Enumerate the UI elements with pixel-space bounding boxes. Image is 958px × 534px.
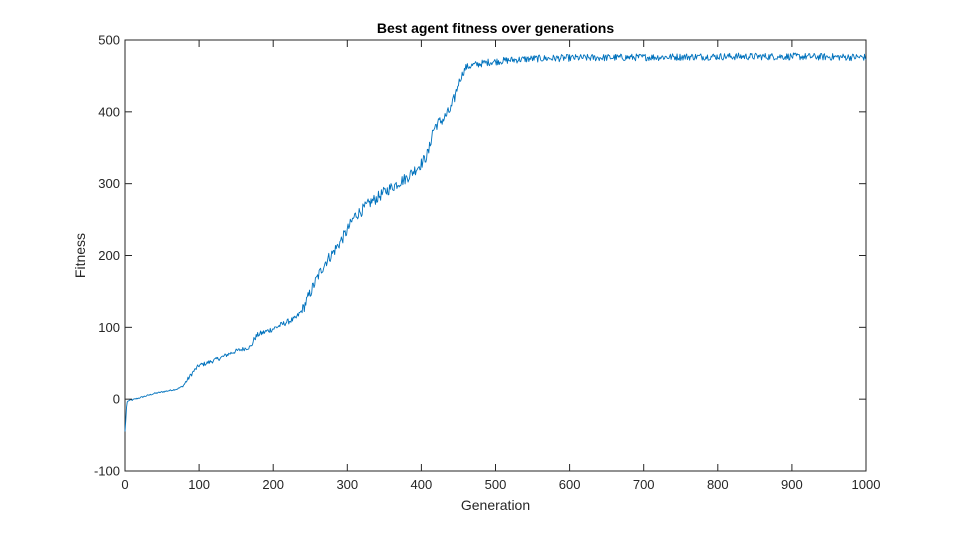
x-tick-label: 800 (707, 477, 729, 492)
y-tick-label: 0 (113, 392, 120, 407)
plot-area (124, 39, 867, 472)
x-tick-label: 900 (781, 477, 803, 492)
x-tick-label: 0 (121, 477, 128, 492)
y-axis: -100 0 100 200 300 400 500 (94, 33, 866, 479)
y-tick-label: 500 (98, 33, 120, 48)
x-tick-label: 500 (485, 477, 507, 492)
y-tick-label: 400 (98, 104, 120, 119)
x-tick-label: 1000 (852, 477, 881, 492)
series-line-0 (124, 52, 867, 432)
plot-box (124, 39, 867, 472)
y-tick-label: 200 (98, 248, 120, 263)
chart-title: Best agent fitness over generations (377, 20, 615, 36)
x-axis-label: Generation (461, 497, 530, 513)
x-tick-label: 600 (559, 477, 581, 492)
y-tick-label: 300 (98, 176, 120, 191)
series-layer (124, 52, 867, 432)
x-axis: 0 100 200 300 400 500 600 700 800 900 1000 (121, 40, 880, 492)
x-tick-label: 100 (188, 477, 210, 492)
y-tick-label: -100 (94, 464, 120, 479)
x-tick-label: 200 (262, 477, 284, 492)
y-axis-label: Fitness (72, 233, 88, 278)
x-tick-label: 300 (336, 477, 358, 492)
x-tick-label: 700 (633, 477, 655, 492)
x-tick-label: 400 (411, 477, 433, 492)
y-tick-label: 100 (98, 320, 120, 335)
